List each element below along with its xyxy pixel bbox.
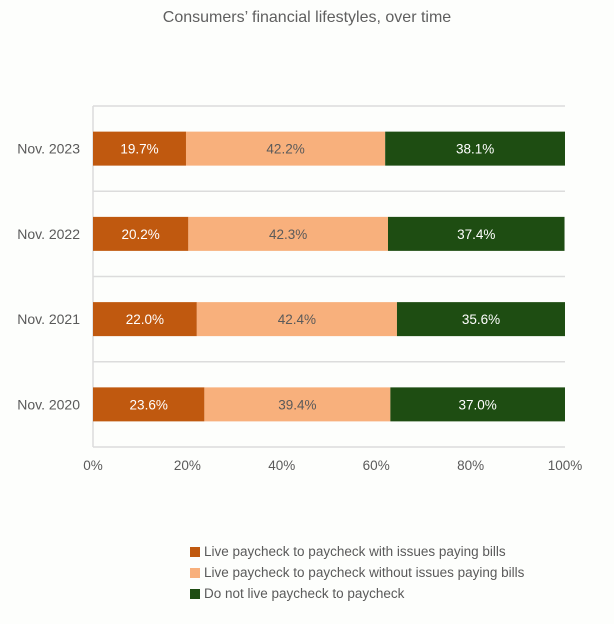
legend-swatch <box>190 588 200 599</box>
category-label: Nov. 2022 <box>17 226 80 242</box>
data-label: 39.4% <box>278 397 316 412</box>
bar-segment <box>185 131 386 166</box>
x-tick-label: 80% <box>457 458 484 473</box>
x-tick-label: 60% <box>363 458 390 473</box>
data-label: 38.1% <box>456 142 494 157</box>
legend-swatch <box>190 567 200 578</box>
legend-label: Live paycheck to paycheck with issues pa… <box>204 544 506 559</box>
data-label: 42.3% <box>269 227 307 242</box>
data-label: 20.2% <box>122 227 160 242</box>
x-tick-label: 100% <box>548 458 583 473</box>
data-label: 19.7% <box>120 142 158 157</box>
data-label: 22.0% <box>126 312 164 327</box>
bar-segment <box>196 302 397 337</box>
stacked-bar-chart: Nov. 2023 19.7% 42.2% 38.1% Nov. 2022 20.2% 42… <box>17 105 583 473</box>
data-label: 23.6% <box>130 397 168 412</box>
legend: Live paycheck to paycheck with issues pa… <box>190 541 524 604</box>
bar-segment <box>388 216 565 251</box>
x-tick-label: 20% <box>174 458 201 473</box>
bar-segment <box>188 216 388 251</box>
category-label: Nov. 2020 <box>17 396 80 412</box>
category-label: Nov. 2023 <box>17 141 80 157</box>
legend-swatch <box>190 546 200 557</box>
data-label: 35.6% <box>462 312 500 327</box>
legend-item: Live paycheck to paycheck with issues pa… <box>190 541 524 562</box>
bar-segment <box>93 387 205 422</box>
legend-item: Do not live paycheck to paycheck <box>190 583 524 604</box>
data-label: 37.0% <box>459 397 497 412</box>
bar-segment <box>390 387 565 422</box>
legend-label: Live paycheck to paycheck without issues… <box>204 565 525 580</box>
bar-segment <box>93 216 189 251</box>
bar-segment <box>204 387 391 422</box>
legend-label: Do not live paycheck to paycheck <box>204 586 405 601</box>
bar-segment <box>385 131 565 166</box>
category-label: Nov. 2021 <box>17 311 80 327</box>
bar-segment <box>396 302 565 337</box>
legend-item: Live paycheck to paycheck without issues… <box>190 562 524 583</box>
x-tick-label: 40% <box>268 458 295 473</box>
data-label: 42.4% <box>278 312 316 327</box>
chart-title: Consumers’ financial lifestyles, over ti… <box>162 9 452 26</box>
bar-segment <box>93 131 186 166</box>
data-label: 42.2% <box>266 142 304 157</box>
bar-segment <box>93 302 197 337</box>
data-label: 37.4% <box>457 227 495 242</box>
x-tick-label: 0% <box>83 458 103 473</box>
